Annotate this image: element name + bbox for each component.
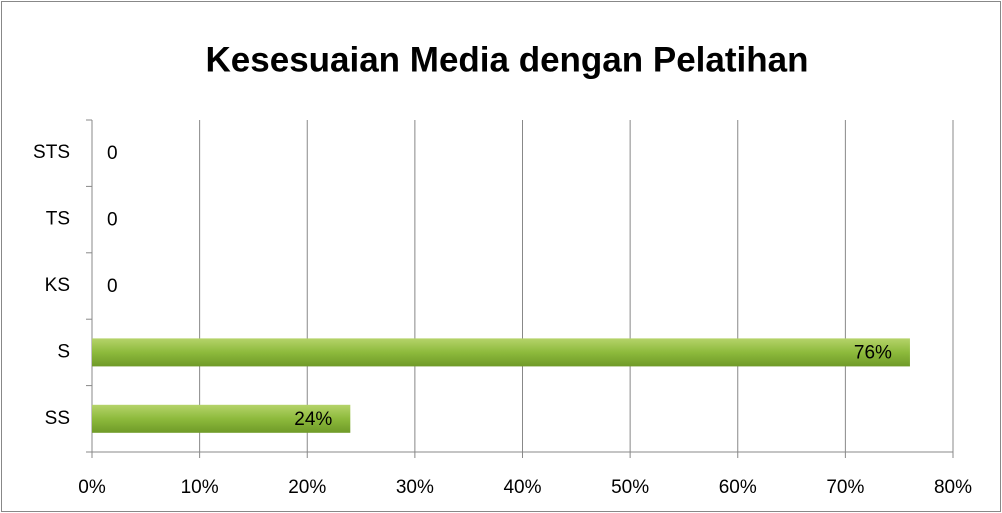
y-tick-label: S <box>57 341 70 362</box>
x-tick-label: 20% <box>288 477 326 498</box>
x-tick-label: 60% <box>719 477 757 498</box>
x-tick-label: 10% <box>181 477 219 498</box>
x-tick-label: 0% <box>78 477 106 498</box>
y-tick-label: STS <box>33 142 70 163</box>
data-label: 24% <box>294 409 332 430</box>
y-tick-label: TS <box>46 209 70 230</box>
x-tick-label: 30% <box>396 477 434 498</box>
bar <box>92 404 351 433</box>
data-label: 0 <box>107 210 118 231</box>
x-tick-label: 80% <box>934 477 972 498</box>
chart-title: Kesesuaian Media dengan Pelatihan <box>206 40 809 79</box>
bar <box>92 338 910 367</box>
x-tick-label: 70% <box>826 477 864 498</box>
x-tick-label: 50% <box>611 477 649 498</box>
y-tick-label: SS <box>45 408 70 429</box>
y-tick-label: KS <box>45 275 70 296</box>
x-tick-label: 40% <box>503 477 541 498</box>
data-label: 0 <box>107 276 118 297</box>
data-label: 0 <box>107 143 118 164</box>
data-label: 76% <box>854 342 892 363</box>
